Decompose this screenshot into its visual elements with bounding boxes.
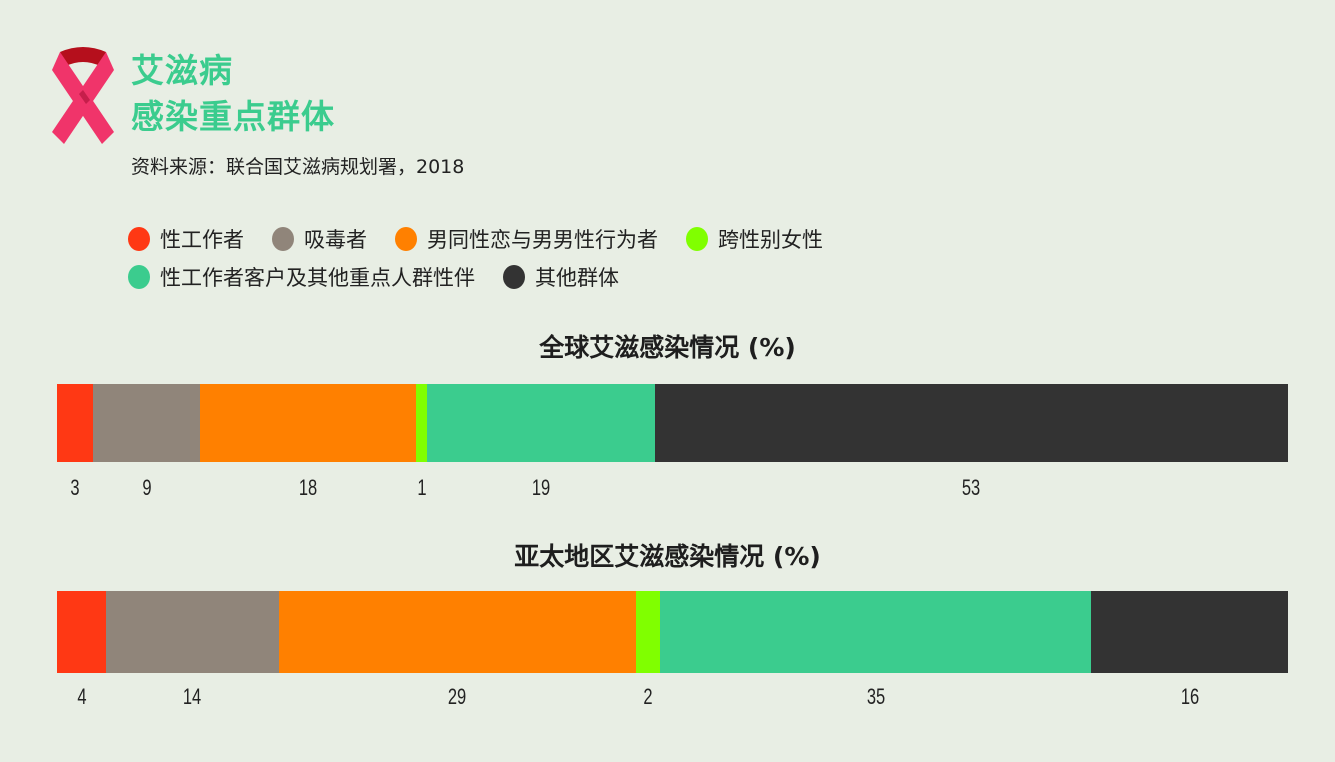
asia-pacific-chart-title: 亚太地区艾滋感染情况 (%)	[514, 542, 821, 571]
asia-pacific-value-labels: 4 14 29 2 35 16	[57, 684, 1288, 714]
bar-segment	[427, 384, 655, 462]
legend-dot-icon	[395, 227, 417, 251]
bar-segment	[106, 591, 279, 673]
legend-item-msm: 男同性恋与男男性行为者	[395, 224, 658, 254]
legend-dot-icon	[128, 227, 150, 251]
bar-segment	[200, 384, 416, 462]
global-stacked-bar	[57, 384, 1288, 462]
value-label: 19	[531, 475, 551, 500]
legend-label: 跨性别女性	[718, 228, 823, 252]
bar-segment	[57, 384, 93, 462]
legend-item-others: 其他群体	[503, 262, 619, 292]
value-label: 4	[77, 684, 87, 709]
bar-segment	[415, 384, 428, 462]
bar-segment	[654, 384, 1288, 462]
legend-item-transgender-women: 跨性别女性	[686, 224, 823, 254]
legend-dot-icon	[503, 265, 525, 289]
legend-item-clients-partners: 性工作者客户及其他重点人群性伴	[128, 262, 475, 292]
bar-segment	[92, 384, 201, 462]
source-note: 资料来源：联合国艾滋病规划署，2018	[131, 156, 465, 178]
legend-item-drug-users: 吸毒者	[272, 224, 367, 254]
legend-dot-icon	[272, 227, 294, 251]
value-label: 2	[643, 684, 653, 709]
value-label: 18	[298, 475, 318, 500]
bar-segment	[278, 591, 636, 673]
value-label: 16	[1180, 684, 1199, 709]
awareness-ribbon-icon	[52, 47, 114, 144]
legend-label: 吸毒者	[304, 228, 367, 252]
asia-pacific-stacked-bar	[57, 591, 1288, 673]
value-label: 3	[70, 475, 80, 500]
page-title: 艾滋病 感染重点群体	[131, 48, 335, 140]
legend-label: 男同性恋与男男性行为者	[427, 228, 658, 252]
value-label: 35	[866, 684, 885, 709]
legend-dot-icon	[686, 227, 708, 251]
value-label: 53	[962, 475, 981, 500]
value-label: 9	[142, 475, 152, 500]
global-chart-title: 全球艾滋感染情况 (%)	[539, 333, 796, 362]
title-line-1: 艾滋病	[131, 51, 233, 90]
bar-segment	[57, 591, 107, 673]
value-label: 14	[183, 684, 202, 709]
legend-dot-icon	[128, 265, 150, 289]
bar-segment	[635, 591, 661, 673]
title-line-2: 感染重点群体	[131, 97, 335, 136]
legend-label: 其他群体	[535, 266, 619, 290]
legend-item-sex-workers: 性工作者	[128, 224, 244, 254]
legend-row-2: 性工作者客户及其他重点人群性伴 其他群体	[128, 258, 1028, 296]
legend-row-1: 性工作者 吸毒者 男同性恋与男男性行为者 跨性别女性	[128, 220, 1028, 258]
global-value-labels: 3 9 18 1 19 53	[57, 475, 1288, 505]
bar-segment	[1091, 591, 1288, 673]
value-label: 29	[447, 684, 467, 709]
bar-segment	[660, 591, 1091, 673]
legend-label: 性工作者客户及其他重点人群性伴	[160, 266, 475, 290]
legend-label: 性工作者	[160, 228, 244, 252]
value-label: 1	[416, 475, 427, 500]
legend: 性工作者 吸毒者 男同性恋与男男性行为者 跨性别女性 性工作者客户及其他重点人群…	[128, 220, 1028, 296]
